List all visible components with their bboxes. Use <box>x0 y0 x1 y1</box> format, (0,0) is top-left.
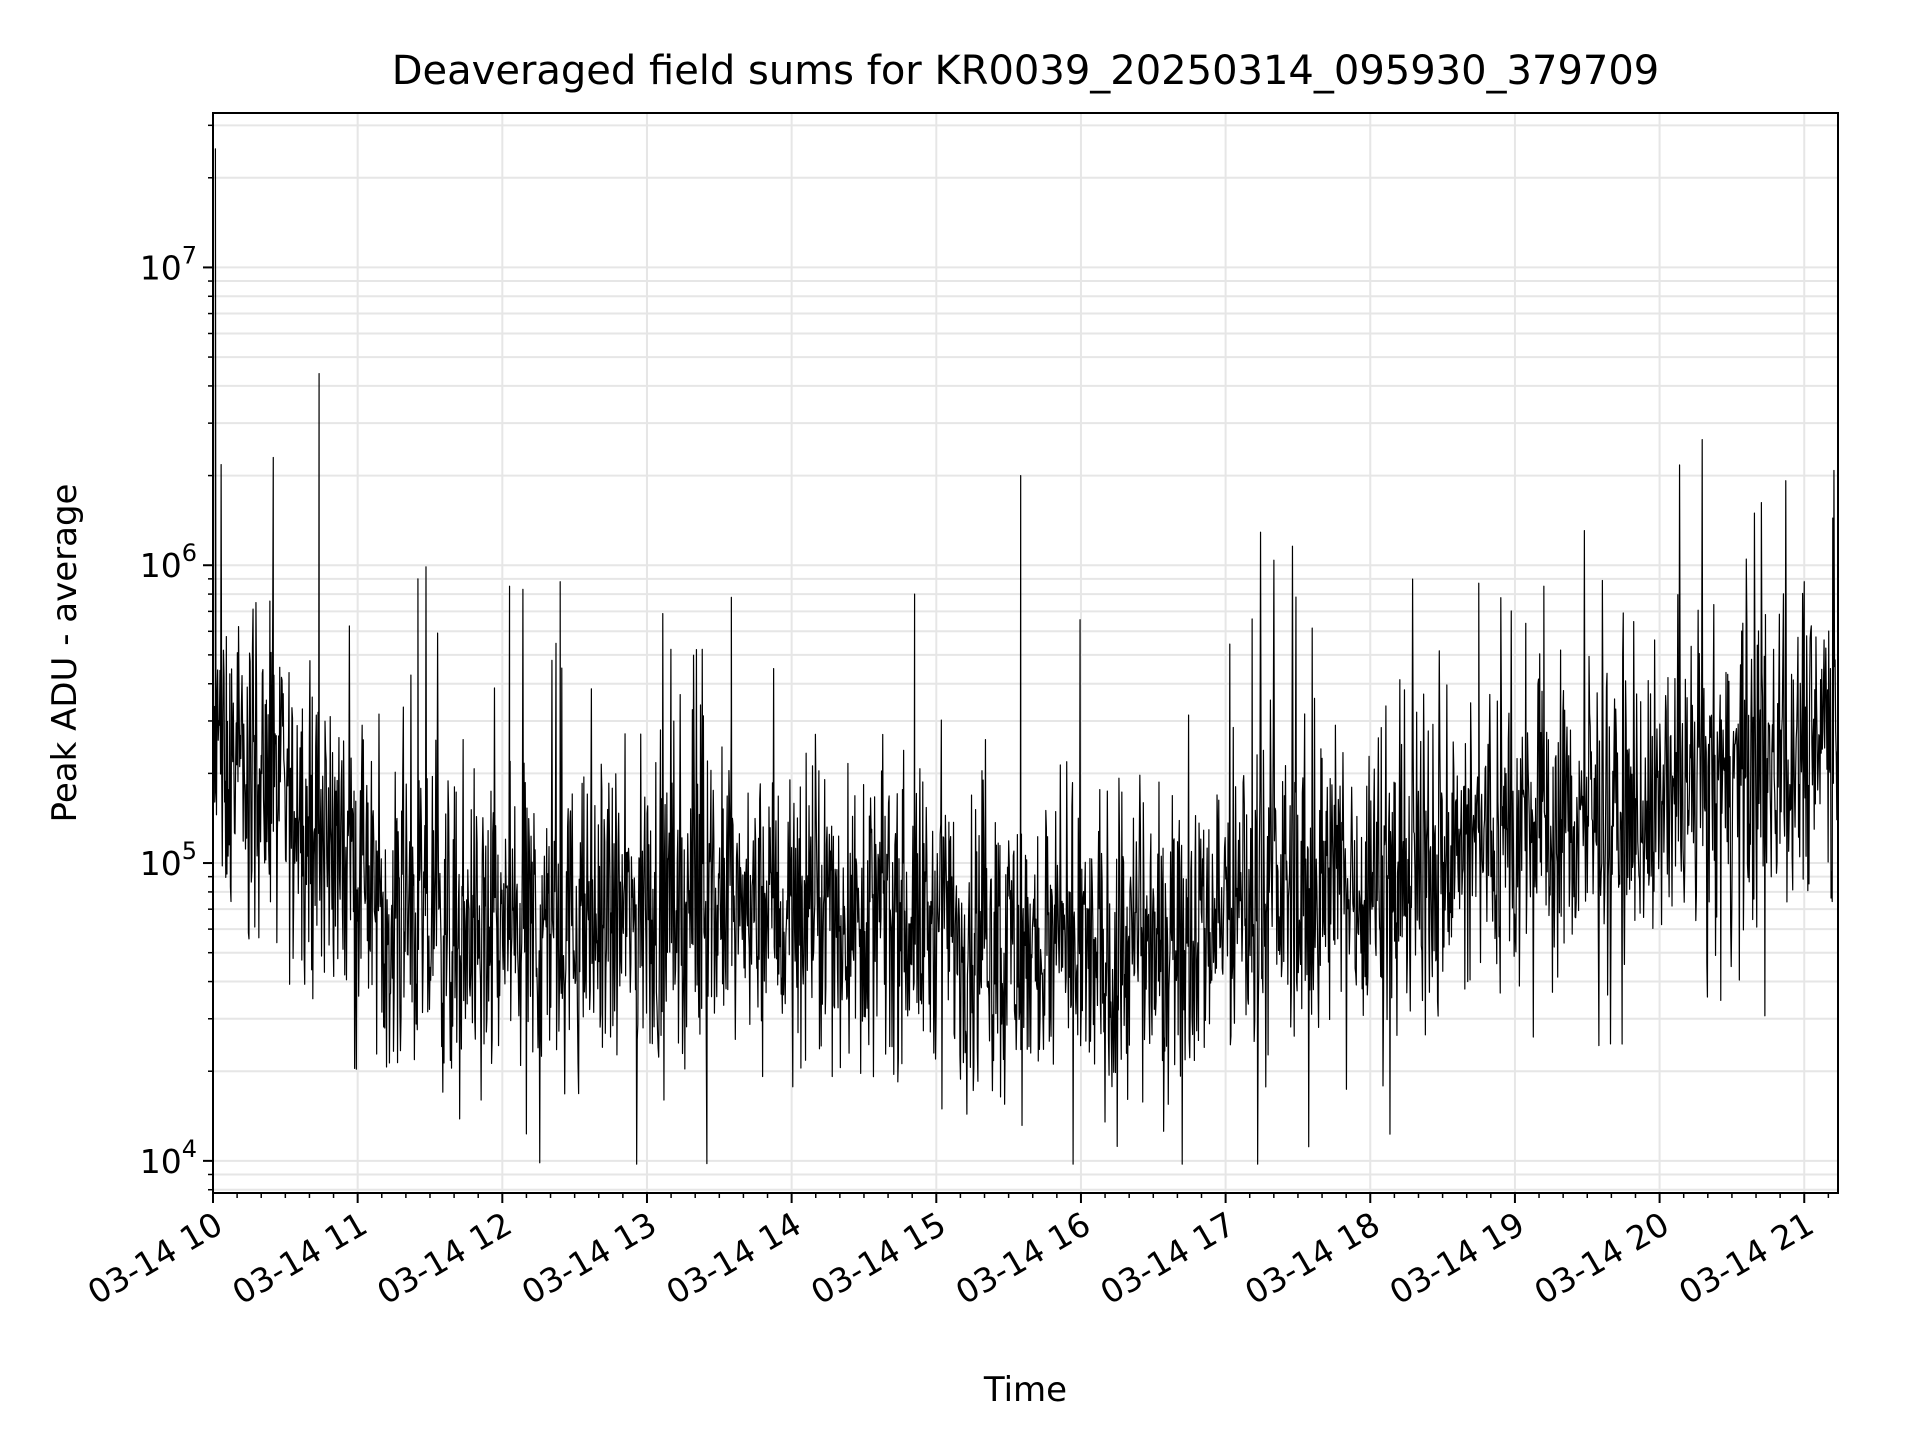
chart-title: Deaveraged field sums for KR0039_2025031… <box>392 48 1660 94</box>
plot-frame <box>212 112 1839 1194</box>
series-line <box>212 148 1839 1165</box>
x-axis-label: Time <box>983 1370 1067 1410</box>
data-series <box>212 148 1839 1165</box>
y-axis-label: Peak ADU - average <box>45 484 85 823</box>
